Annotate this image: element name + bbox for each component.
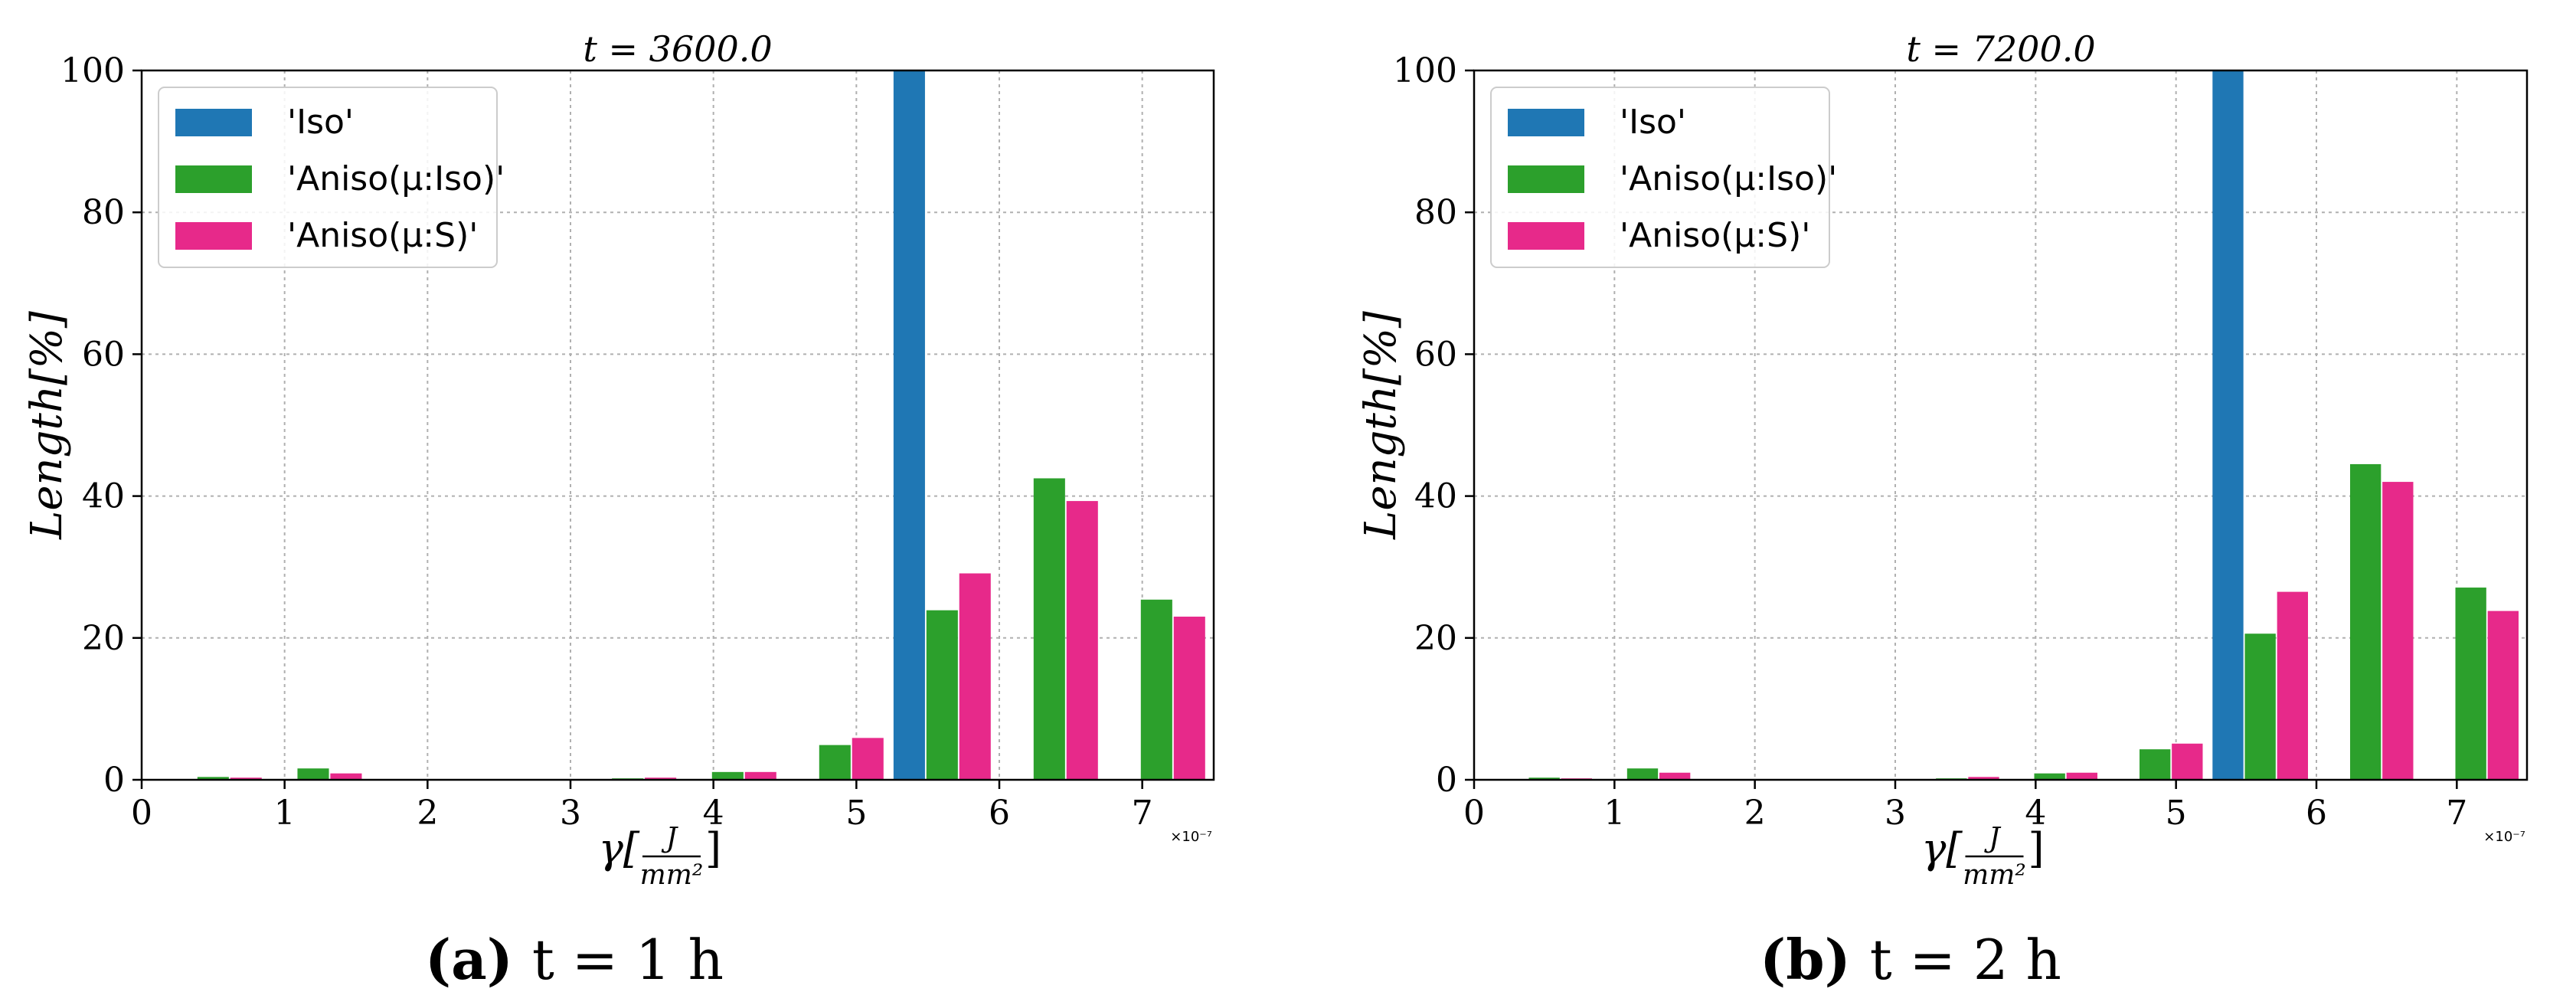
bar-aniso_s — [330, 773, 362, 780]
bar-aniso_s — [744, 771, 776, 780]
y-tick-label: 100 — [60, 51, 125, 90]
bar-aniso_s — [2172, 743, 2203, 780]
x-tick-label: 1 — [1603, 794, 1625, 833]
x-tick-label: 5 — [845, 794, 867, 833]
x-axis-label-numerator: J — [1983, 823, 2002, 854]
caption: (b) t = 2 h — [1760, 927, 2061, 992]
y-tick-label: 0 — [1436, 761, 1457, 800]
bar-aniso_iso — [2140, 749, 2171, 780]
bar-aniso_iso — [711, 771, 744, 780]
bar-iso — [2212, 70, 2244, 780]
x-axis-exponent: ×10⁻⁷ — [2483, 829, 2525, 845]
chart-title: t = 7200.0 — [1906, 28, 2095, 70]
legend-swatch-aniso_iso — [1508, 165, 1584, 193]
bar-aniso_s — [1968, 777, 1999, 780]
chart-title: t = 3600.0 — [583, 28, 772, 70]
x-tick-label: 5 — [2166, 794, 2187, 833]
bar-aniso_iso — [1626, 768, 1659, 780]
x-tick-label: 2 — [1744, 794, 1766, 833]
legend-swatch-aniso_s — [175, 222, 252, 250]
bar-aniso_s — [1066, 501, 1098, 780]
bar-aniso_iso — [1528, 777, 1560, 780]
bar-aniso_s — [2382, 482, 2414, 780]
legend-label-iso: 'Iso' — [1620, 103, 1686, 142]
chart-panel-b: 0 1 2 3 4 5 6 7 0 20 40 60 80 100 ×10⁻⁷ t = 7200.0 Lengt… — [1356, 28, 2529, 992]
legend-label-aniso_s: 'Aniso(μ:S)' — [1620, 216, 1810, 255]
x-tick-label: 4 — [703, 794, 724, 833]
bar-iso — [893, 70, 925, 780]
x-tick-label: 0 — [131, 794, 152, 833]
bar-aniso_s — [852, 738, 884, 780]
x-tick-label: 0 — [1463, 794, 1485, 833]
y-axis-label: Length[%] — [1356, 311, 1406, 540]
legend-label-aniso_iso: 'Aniso(μ:Iso)' — [1620, 159, 1837, 198]
y-tick-label: 0 — [103, 761, 125, 800]
legend-label-iso: 'Iso' — [287, 103, 354, 142]
y-axis-label: Length[%] — [22, 311, 72, 540]
x-axis-label-symbol: γ[ — [599, 824, 640, 872]
bar-aniso_s — [2487, 611, 2519, 780]
bar-aniso_iso — [1140, 599, 1172, 780]
axes-frame — [1473, 69, 2529, 781]
bar-aniso_iso — [297, 768, 329, 780]
y-tick-label: 80 — [1414, 193, 1457, 232]
y-tick-label: 60 — [1414, 335, 1457, 374]
bar-aniso_s — [1659, 772, 1691, 780]
x-tick-label: 6 — [2306, 794, 2327, 833]
y-tick-label: 80 — [82, 193, 125, 232]
caption-prefix: (b) — [1760, 927, 1870, 992]
x-tick-label: 2 — [417, 794, 438, 833]
caption-text: t = 1 h — [532, 928, 724, 992]
caption: (a) t = 1 h — [425, 927, 724, 992]
bar-aniso_iso — [1033, 478, 1065, 780]
chart-panel-a: 0 1 2 3 4 5 6 7 0 20 40 60 80 100 ×10⁻⁷ t = 3600.0 Lengt… — [22, 28, 1215, 992]
legend-swatch-aniso_iso — [175, 165, 252, 193]
bar-aniso_iso — [2244, 633, 2276, 780]
bar-aniso_iso — [2350, 463, 2381, 780]
x-axis-label-close: ] — [2028, 824, 2045, 872]
y-tick-label: 40 — [82, 477, 125, 516]
caption-text: t = 2 h — [1870, 928, 2061, 992]
caption-prefix: (a) — [425, 927, 532, 992]
bar-aniso_iso — [926, 610, 958, 780]
y-tick-label: 100 — [1393, 51, 1457, 90]
x-axis-label-symbol: γ[ — [1921, 824, 1963, 872]
y-tick-label: 20 — [1414, 619, 1457, 658]
y-tick-label: 20 — [82, 619, 125, 658]
bar-aniso_s — [230, 777, 262, 780]
x-axis-exponent: ×10⁻⁷ — [1170, 829, 1212, 845]
x-axis-label-denominator: mm² — [1963, 859, 2026, 891]
bar-aniso_s — [2066, 772, 2097, 780]
x-axis-label-denominator: mm² — [640, 859, 704, 891]
legend-label-aniso_s: 'Aniso(μ:S)' — [287, 216, 478, 255]
x-tick-label: 7 — [2446, 794, 2467, 833]
bar-aniso_s — [1173, 617, 1205, 780]
x-tick-label: 4 — [2025, 794, 2046, 833]
x-axis-label-numerator: J — [661, 823, 679, 854]
x-tick-label: 1 — [274, 794, 296, 833]
legend-swatch-iso — [175, 109, 252, 136]
y-tick-label: 40 — [1414, 477, 1457, 516]
bar-aniso_iso — [2034, 773, 2065, 780]
x-tick-label: 7 — [1132, 794, 1153, 833]
bar-aniso_iso — [197, 777, 229, 780]
legend-swatch-iso — [1508, 109, 1584, 136]
x-axis-label-close: ] — [705, 824, 721, 872]
bar-aniso_s — [959, 573, 991, 780]
x-tick-label: 6 — [989, 794, 1010, 833]
y-tick-label: 60 — [82, 335, 125, 374]
axes-frame — [140, 69, 1215, 781]
x-tick-label: 3 — [560, 794, 581, 833]
legend-label-aniso_iso: 'Aniso(μ:Iso)' — [287, 159, 505, 198]
x-tick-label: 3 — [1885, 794, 1906, 833]
legend-swatch-aniso_s — [1508, 222, 1584, 250]
bar-aniso_iso — [819, 745, 851, 780]
bar-aniso_s — [2277, 591, 2308, 780]
bar-aniso_iso — [2455, 588, 2486, 780]
bar-aniso_s — [645, 777, 677, 780]
